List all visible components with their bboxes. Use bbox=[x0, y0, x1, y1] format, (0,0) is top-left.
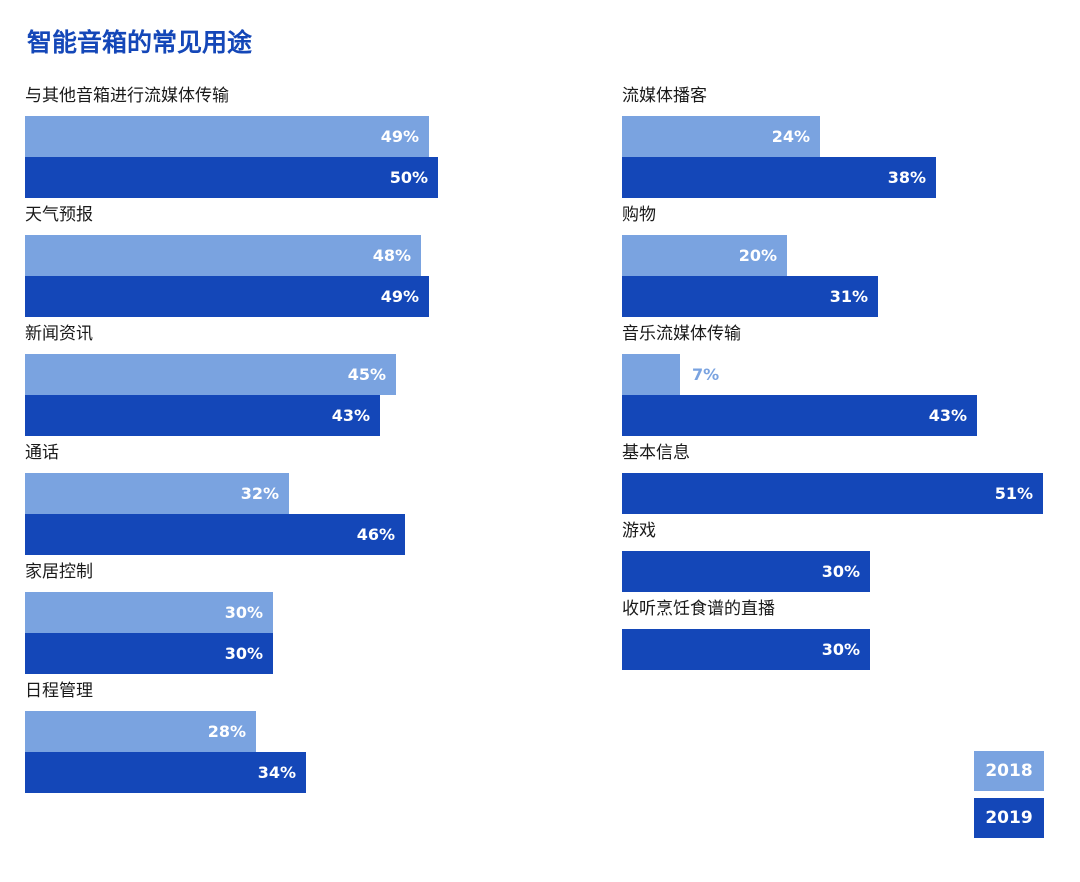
bar-value-label: 7% bbox=[692, 365, 720, 384]
category-label: 游戏 bbox=[622, 521, 656, 541]
category-label: 流媒体播客 bbox=[622, 86, 707, 106]
bar-2019 bbox=[622, 551, 870, 592]
category-label: 与其他音箱进行流媒体传输 bbox=[25, 86, 229, 106]
bar-value-label: 34% bbox=[257, 763, 296, 782]
bar-value-label: 30% bbox=[224, 644, 263, 663]
bar-2019 bbox=[25, 752, 306, 793]
bar-value-label: 30% bbox=[224, 603, 263, 622]
bar-value-label: 50% bbox=[389, 168, 428, 187]
bar-2018 bbox=[622, 235, 787, 276]
bar-value-label: 43% bbox=[928, 406, 967, 425]
bar-value-label: 31% bbox=[829, 287, 868, 306]
category-label: 家居控制 bbox=[25, 562, 93, 582]
bar-value-label: 20% bbox=[738, 246, 777, 265]
bar-2019 bbox=[25, 395, 380, 436]
bar-2019 bbox=[622, 157, 936, 198]
legend-item-2019: 2019 bbox=[974, 798, 1044, 838]
bar-2019 bbox=[25, 157, 438, 198]
bar-value-label: 30% bbox=[821, 640, 860, 659]
bar-2018 bbox=[25, 592, 273, 633]
category-label: 基本信息 bbox=[622, 443, 690, 463]
bar-2018 bbox=[25, 354, 396, 395]
bar-2019 bbox=[25, 276, 429, 317]
bar-2018 bbox=[25, 116, 429, 157]
category-label: 收听烹饪食谱的直播 bbox=[622, 599, 775, 619]
bar-value-label: 51% bbox=[994, 484, 1033, 503]
chart-title: 智能音箱的常见用途 bbox=[27, 28, 253, 57]
bar-value-label: 38% bbox=[887, 168, 926, 187]
category-label: 新闻资讯 bbox=[25, 324, 93, 344]
category-label: 天气预报 bbox=[25, 205, 93, 225]
bar-value-label: 32% bbox=[240, 484, 279, 503]
bar-2019 bbox=[25, 514, 405, 555]
bar-value-label: 46% bbox=[356, 525, 395, 544]
bar-2018 bbox=[622, 116, 820, 157]
bar-value-label: 49% bbox=[380, 287, 419, 306]
category-label: 通话 bbox=[25, 443, 59, 463]
bar-2018 bbox=[25, 711, 256, 752]
bar-value-label: 28% bbox=[207, 722, 246, 741]
bar-value-label: 45% bbox=[347, 365, 386, 384]
bar-2019 bbox=[25, 633, 273, 674]
legend-item-2018: 2018 bbox=[974, 751, 1044, 791]
bar-2018 bbox=[25, 473, 289, 514]
bar-value-label: 43% bbox=[331, 406, 370, 425]
bar-2019 bbox=[622, 473, 1043, 514]
category-label: 日程管理 bbox=[25, 681, 93, 701]
category-label: 音乐流媒体传输 bbox=[622, 324, 741, 344]
category-label: 购物 bbox=[622, 205, 656, 225]
bar-2018 bbox=[622, 354, 680, 395]
bar-value-label: 48% bbox=[372, 246, 411, 265]
bar-value-label: 30% bbox=[821, 562, 860, 581]
bar-value-label: 49% bbox=[380, 127, 419, 146]
bar-2019 bbox=[622, 276, 878, 317]
bar-2019 bbox=[622, 395, 977, 436]
bar-2018 bbox=[25, 235, 421, 276]
bar-value-label: 24% bbox=[771, 127, 810, 146]
bar-2019 bbox=[622, 629, 870, 670]
